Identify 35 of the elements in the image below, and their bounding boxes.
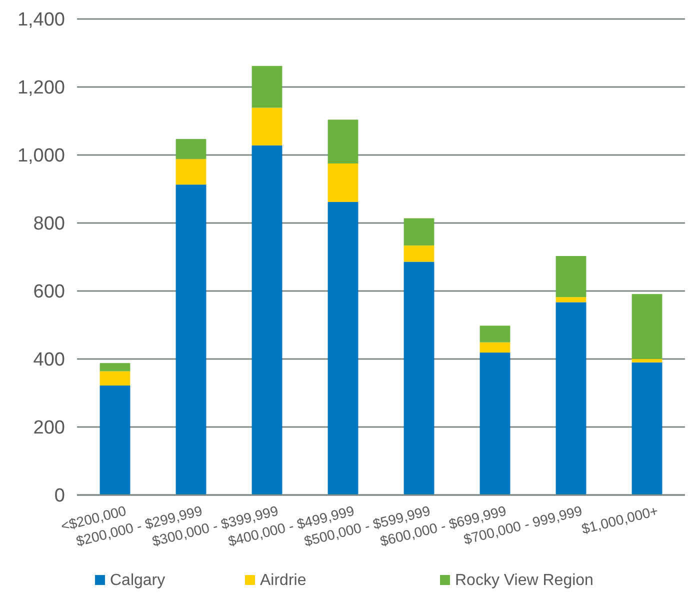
bar	[480, 326, 510, 342]
bar	[252, 108, 282, 146]
bar	[556, 297, 586, 302]
bar	[556, 302, 586, 495]
bar	[404, 245, 434, 262]
y-tick-label: 1,400	[17, 10, 65, 31]
bar	[328, 164, 358, 202]
bar	[252, 66, 282, 108]
bar	[176, 184, 206, 495]
y-tick-label: 800	[33, 214, 65, 235]
bar	[480, 352, 510, 495]
bar	[328, 202, 358, 495]
bar	[100, 386, 130, 495]
bar	[404, 218, 434, 246]
legend-label: Airdrie	[260, 572, 306, 589]
bar	[632, 362, 662, 495]
bar	[404, 262, 434, 495]
y-tick-label: 1,200	[17, 78, 65, 99]
y-tick-label: 400	[33, 350, 65, 371]
bar	[556, 256, 586, 298]
bar	[176, 159, 206, 185]
bar	[176, 139, 206, 160]
bar	[100, 363, 130, 372]
bar	[328, 120, 358, 164]
legend-label: Calgary	[110, 572, 166, 589]
y-tick-label: 600	[33, 282, 65, 303]
y-tick-label: 1,000	[17, 146, 65, 167]
legend-label: Rocky View Region	[455, 572, 594, 589]
bar	[100, 371, 130, 386]
bar	[632, 294, 662, 359]
bar	[480, 342, 510, 353]
y-tick-label: 200	[33, 418, 65, 439]
y-tick-label: 0	[54, 486, 65, 507]
bar	[252, 145, 282, 495]
bar	[632, 359, 662, 362]
